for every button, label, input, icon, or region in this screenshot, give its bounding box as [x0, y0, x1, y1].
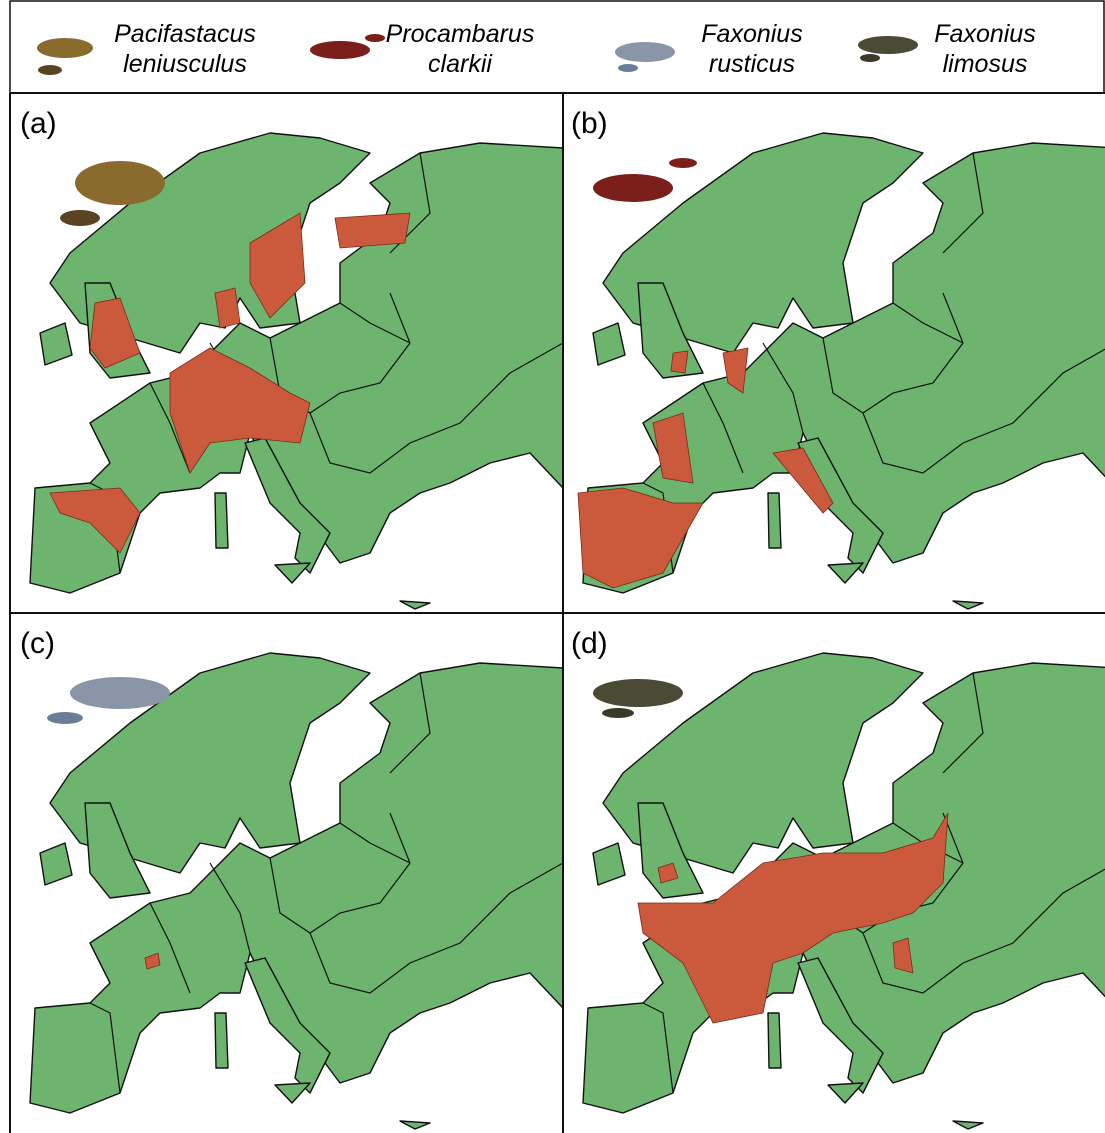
- legend-text: Faxonius: [934, 20, 1035, 48]
- legend-text: clarkii: [428, 50, 493, 78]
- panel-label: (b): [571, 107, 608, 140]
- legend-text: rusticus: [709, 50, 795, 78]
- map-panel: (a): [20, 107, 563, 609]
- map-panel: (b): [571, 107, 1105, 609]
- legend-text: Faxonius: [701, 20, 802, 48]
- legend-text: limosus: [943, 50, 1028, 78]
- map-panel: (c): [20, 627, 563, 1129]
- map-panel: (d): [571, 627, 1105, 1129]
- panel-label: (d): [571, 627, 608, 660]
- legend-text: Procambarus: [386, 20, 535, 48]
- legend-text: Pacifastacus: [114, 20, 256, 48]
- figure: Pacifastacus leniusculus Procambarus cla…: [0, 0, 1105, 1133]
- legend-text: leniusculus: [123, 50, 247, 78]
- panel-label: (a): [20, 107, 57, 140]
- panel-label: (c): [20, 627, 55, 660]
